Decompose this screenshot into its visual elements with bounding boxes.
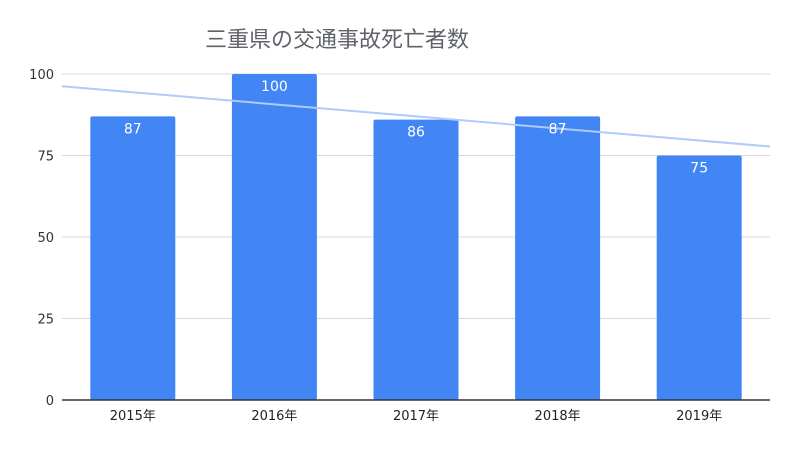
bar-2018年 — [515, 116, 601, 400]
x-axis-ticks: 2015年 2016年 2017年 2018年 2019年 — [110, 409, 722, 424]
y-tick-label: 75 — [37, 150, 54, 165]
trendline-group — [61, 85, 771, 148]
data-label: 87 — [124, 121, 142, 137]
x-tick-label: 2019年 — [676, 409, 722, 424]
trendline — [61, 85, 771, 148]
chart-title: 三重県の交通事故死亡者数 — [205, 28, 469, 53]
y-tick-label: 0 — [46, 394, 54, 409]
bars — [90, 74, 742, 400]
bar-2019年 — [656, 155, 742, 400]
y-tick-label: 25 — [37, 313, 54, 328]
data-label: 86 — [407, 125, 425, 141]
data-label: 75 — [690, 161, 708, 177]
y-axis-ticks: 0 25 50 75 100 — [29, 68, 54, 409]
data-label: 100 — [261, 79, 288, 95]
bar-2016年 — [231, 74, 317, 400]
x-tick-label: 2017年 — [393, 409, 439, 424]
y-tick-label: 100 — [29, 68, 54, 83]
bar-2017年 — [373, 119, 459, 400]
bar-2015年 — [90, 116, 176, 400]
data-label: 87 — [549, 121, 567, 137]
x-tick-label: 2018年 — [535, 409, 581, 424]
x-tick-label: 2015年 — [110, 409, 156, 424]
y-tick-label: 50 — [37, 231, 54, 246]
data-labels: 87 100 86 87 75 — [124, 79, 708, 177]
x-tick-label: 2016年 — [251, 409, 297, 424]
